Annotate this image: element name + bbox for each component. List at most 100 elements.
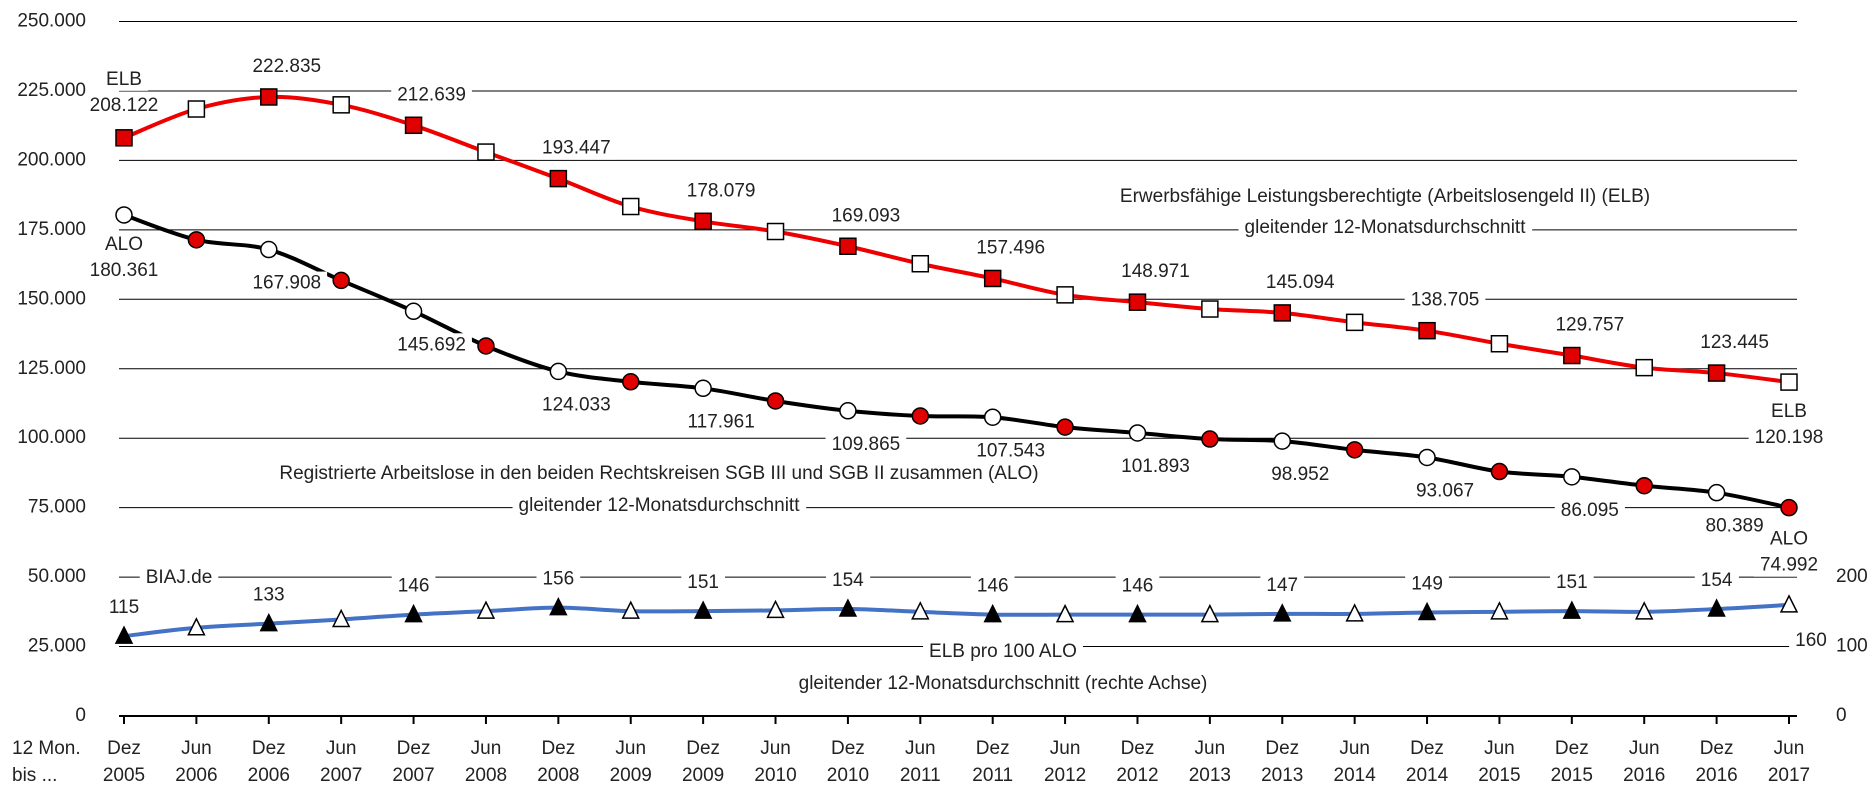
marker bbox=[693, 600, 713, 619]
x-tick-label: Jun bbox=[1774, 738, 1805, 759]
x-tick-label: Jun bbox=[1629, 738, 1660, 759]
label-background bbox=[1549, 313, 1631, 337]
marker bbox=[1345, 603, 1364, 622]
label-background bbox=[536, 136, 617, 160]
marker bbox=[621, 373, 640, 391]
marker bbox=[1490, 601, 1509, 620]
y-tick-label: 75.000 bbox=[28, 497, 86, 518]
label-background bbox=[1409, 479, 1481, 503]
marker bbox=[1418, 321, 1436, 340]
data-label: 178.079 bbox=[687, 180, 756, 201]
data-label: 160 bbox=[1795, 630, 1827, 651]
marker bbox=[621, 197, 640, 216]
marker bbox=[115, 206, 133, 224]
marker bbox=[694, 379, 712, 398]
data-label: 151 bbox=[687, 572, 719, 593]
x-tick-label: 2011 bbox=[972, 765, 1013, 786]
marker bbox=[549, 169, 568, 188]
label-background bbox=[246, 583, 291, 607]
marker bbox=[404, 302, 423, 321]
data-label: 169.093 bbox=[832, 205, 901, 226]
x-tick-label: Dez bbox=[1265, 738, 1299, 759]
marker bbox=[694, 212, 712, 231]
marker bbox=[1273, 603, 1292, 622]
y-tick-label: 175.000 bbox=[17, 219, 86, 240]
marker bbox=[259, 612, 278, 632]
label-background bbox=[680, 179, 762, 203]
data-label: 151 bbox=[1556, 572, 1588, 593]
label-background bbox=[246, 54, 328, 78]
x-tick-label: 2013 bbox=[1261, 765, 1303, 786]
x-tick-label: Jun bbox=[615, 738, 646, 759]
marker bbox=[766, 392, 785, 410]
annotation: BIAJ.de bbox=[146, 567, 213, 588]
data-label: 120.198 bbox=[1755, 427, 1824, 448]
label-background bbox=[792, 672, 1214, 696]
x-tick-label: Dez bbox=[976, 738, 1010, 759]
marker bbox=[187, 231, 206, 249]
x-tick-label: 2014 bbox=[1406, 765, 1449, 786]
x-tick-label: Dez bbox=[397, 738, 431, 759]
y-tick-label: 25.000 bbox=[28, 636, 86, 657]
label-background bbox=[1265, 463, 1336, 487]
x-tick-label: 2016 bbox=[1623, 765, 1665, 786]
marker bbox=[404, 116, 423, 135]
marker bbox=[332, 96, 350, 114]
label-background bbox=[1113, 185, 1657, 209]
marker bbox=[114, 625, 134, 644]
data-label: 93.067 bbox=[1416, 480, 1474, 501]
label-background bbox=[1763, 527, 1815, 551]
marker bbox=[911, 407, 930, 425]
series-note: gleitender 12-Monatsdurchschnitt bbox=[519, 495, 801, 516]
marker bbox=[1345, 313, 1364, 332]
data-label: 124.033 bbox=[542, 394, 611, 415]
data-label: 123.445 bbox=[1700, 332, 1769, 353]
label-background bbox=[391, 574, 436, 598]
marker bbox=[115, 129, 133, 147]
label-background bbox=[102, 596, 146, 620]
label-background bbox=[681, 410, 761, 434]
marker bbox=[1635, 358, 1653, 377]
y-tick-label: 100.000 bbox=[17, 427, 86, 448]
label-background bbox=[1260, 573, 1305, 597]
marker bbox=[1128, 424, 1147, 442]
x-tick-label: 2006 bbox=[248, 765, 290, 786]
x-tick-label: Dez bbox=[831, 738, 865, 759]
x-tick-label: 2015 bbox=[1551, 765, 1593, 786]
x-tick-label: 2010 bbox=[827, 765, 869, 786]
data-label: 212.639 bbox=[397, 84, 466, 105]
data-label: 133 bbox=[253, 585, 285, 606]
marker bbox=[1490, 462, 1509, 481]
label-background bbox=[681, 571, 725, 595]
marker bbox=[766, 599, 785, 619]
data-label: 154 bbox=[832, 570, 864, 591]
marker bbox=[1056, 286, 1074, 304]
x-tick-label: 2005 bbox=[103, 765, 145, 786]
label-background bbox=[1259, 270, 1342, 294]
data-label: 146 bbox=[1122, 576, 1154, 597]
series-note: gleitender 12-Monatsdurchschnitt bbox=[1245, 217, 1527, 238]
series-short-name: ELB bbox=[106, 69, 142, 90]
marker bbox=[476, 600, 496, 619]
marker bbox=[1780, 498, 1798, 517]
data-label: 107.543 bbox=[976, 440, 1045, 461]
label-background bbox=[1748, 426, 1830, 450]
label-background bbox=[1694, 331, 1775, 355]
marker bbox=[621, 600, 640, 619]
x-tick-label: 2009 bbox=[610, 765, 652, 786]
marker bbox=[983, 603, 1002, 623]
data-label: 146 bbox=[977, 576, 1009, 597]
label-background bbox=[273, 462, 1045, 486]
x-tick-label: Dez bbox=[1410, 738, 1444, 759]
data-label: 117.961 bbox=[687, 411, 754, 432]
marker bbox=[1707, 364, 1726, 382]
data-label: 129.757 bbox=[1555, 315, 1624, 336]
series-note: gleitender 12-Monatsdurchschnitt (rechte… bbox=[799, 673, 1208, 694]
data-label: 149 bbox=[1411, 574, 1443, 595]
x-tick-label: Jun bbox=[326, 738, 357, 759]
x-tick-label: 2007 bbox=[392, 765, 434, 786]
x-tick-label: Dez bbox=[686, 738, 720, 759]
x-tick-label: Jun bbox=[181, 738, 212, 759]
marker bbox=[1417, 601, 1437, 621]
marker bbox=[1201, 430, 1219, 448]
